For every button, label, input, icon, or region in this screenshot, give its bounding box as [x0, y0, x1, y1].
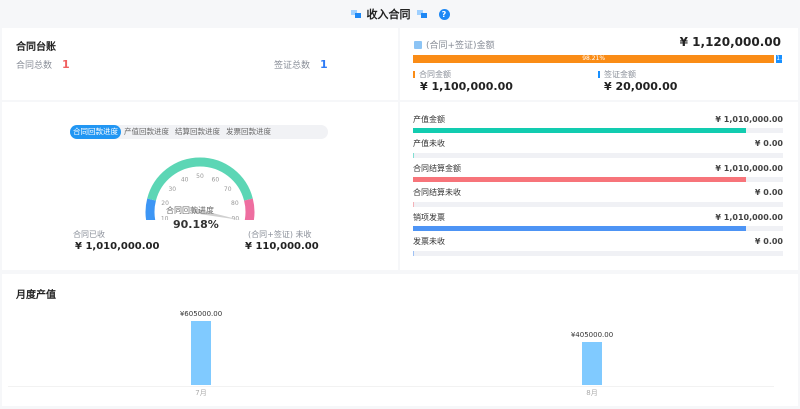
- tab-settlement-progress[interactable]: 结算回款进度: [175, 127, 220, 136]
- unreceived-value: ¥ 110,000.00: [245, 241, 319, 252]
- chart-x-tick-label: 8月: [586, 389, 598, 397]
- tab-output-progress[interactable]: 产值回款进度: [124, 127, 169, 136]
- amount-bar-track: [413, 177, 783, 182]
- amount-bar-fill: [413, 226, 746, 231]
- progress-tabs: 合同回款进度 产值回款进度 结算回款进度 发票回款进度: [70, 125, 328, 139]
- gauge-value: 90.18%: [173, 218, 219, 231]
- chart-data-label: ¥405000.00: [570, 331, 614, 340]
- visa-amount-label: 签证金额: [604, 70, 636, 79]
- amount-bar-label: 发票未收: [413, 237, 445, 246]
- gauge-tick-label: 20: [161, 200, 169, 207]
- chart-axis: [8, 386, 774, 387]
- gauge-needle: [191, 207, 241, 220]
- contract-legend-marker: [413, 71, 415, 78]
- received-value: ¥ 1,010,000.00: [75, 241, 160, 252]
- amount-split-bar: 98.21% 1.: [413, 55, 782, 63]
- gauge-tick-label: 40: [181, 176, 189, 183]
- gauge-tick-label: 10: [161, 216, 169, 220]
- contract-count: 1: [62, 58, 70, 71]
- amount-bar-value: ¥ 0.00: [754, 188, 783, 197]
- amount-bar-row: 产值金额 ¥ 1,010,000.00: [413, 113, 783, 133]
- chart-data-label: ¥605000.00: [179, 310, 223, 318]
- contract-amount-value: ¥ 1,100,000.00: [420, 80, 513, 93]
- amount-bar-value: ¥ 0.00: [754, 139, 783, 148]
- visa-count-label: 签证总数: [274, 61, 311, 71]
- amount-bar-row: 产值未收 ¥ 0.00: [413, 138, 783, 158]
- gauge-tick-label: 60: [212, 176, 220, 183]
- gauge-tick-label: 50: [196, 173, 204, 180]
- visa-share-bar: 1.: [776, 55, 782, 63]
- contract-count-label: 合同总数: [16, 61, 53, 71]
- amount-bar-row: 合同结算金额 ¥ 1,010,000.00: [413, 162, 783, 182]
- amount-bar-label: 产值金额: [413, 114, 445, 124]
- amount-total: ¥ 1,120,000.00: [679, 35, 781, 49]
- amount-bar-fill: [413, 250, 415, 256]
- tab-invoice-progress[interactable]: 发票回款进度: [226, 127, 271, 136]
- amount-bar-track: [413, 152, 783, 158]
- gauge-arc-low: [145, 198, 156, 220]
- page-title: 收入合同: [366, 8, 411, 21]
- contract-share-bar: 98.21%: [413, 55, 775, 63]
- gauge-arc-mid: [147, 157, 253, 201]
- amount-label: (合同+签证)金额: [426, 41, 495, 51]
- ledger-card: 合同台账 合同总数 1 签证总数 1: [2, 28, 398, 100]
- amount-bar-value: ¥ 0.00: [754, 237, 783, 246]
- monthly-output-title: 月度产值: [16, 290, 56, 301]
- question-circle-icon[interactable]: ?: [438, 8, 450, 20]
- gauge-arc-high: [244, 198, 255, 220]
- contract-amount-label: 合同金额: [419, 70, 451, 79]
- gauge-tick-label: 30: [168, 186, 176, 193]
- amount-bar-track: [413, 226, 783, 231]
- amount-bar-track: [413, 250, 783, 256]
- amount-bar-row: 合同结算未收 ¥ 0.00: [413, 187, 783, 207]
- contract-icon: [416, 10, 427, 18]
- amount-bar-fill: [413, 128, 746, 133]
- amount-bar-label: 合同结算未收: [413, 188, 461, 197]
- visa-count: 1: [320, 58, 328, 71]
- tab-contract-progress[interactable]: 合同回款进度: [70, 125, 121, 139]
- amount-bar-fill: [413, 152, 415, 158]
- monthly-output-card: 月度产值 ¥605000.00 7月 ¥405000.00 8月: [2, 274, 798, 406]
- page-header: 收入合同 ?: [0, 0, 800, 28]
- amount-bar-label: 产值未收: [413, 139, 445, 148]
- received-label: 合同已收: [73, 230, 105, 239]
- amount-bar-value: ¥ 1,010,000.00: [715, 212, 783, 222]
- gauge-tick-label: 80: [231, 200, 239, 207]
- amount-bar-fill: [413, 201, 415, 207]
- chart-x-tick-label: 7月: [195, 389, 207, 397]
- gauge-title: 合同回款进度: [166, 206, 214, 215]
- amount-card: (合同+签证)金额 ¥ 1,120,000.00 98.21% 1. 合同金额 …: [400, 28, 798, 100]
- amount-bar-label: 合同结算金额: [413, 163, 461, 173]
- ledger-title: 合同台账: [16, 42, 56, 53]
- amount-bar-value: ¥ 1,010,000.00: [715, 114, 783, 124]
- chart-bar[interactable]: [582, 342, 602, 385]
- visa-legend-marker: [598, 71, 600, 78]
- amount-bar-label: 销项发票: [413, 212, 445, 222]
- contract-icon: [350, 10, 361, 18]
- unreceived-label: (合同+签证) 未收: [248, 230, 312, 239]
- visa-amount-value: ¥ 20,000.00: [604, 80, 678, 93]
- gauge-tick-label: 90: [232, 216, 240, 220]
- chart-bar[interactable]: [191, 321, 211, 385]
- amount-bar-fill: [413, 177, 746, 182]
- gauge-tick-label: 70: [224, 186, 232, 193]
- amount-bar-track: [413, 128, 783, 133]
- progress-gauge: 0102030405060708090100: [145, 157, 255, 220]
- amount-bar-row: 发票未收 ¥ 0.00: [413, 236, 783, 256]
- amount-icon: [414, 40, 422, 49]
- amount-bar-row: 销项发票 ¥ 1,010,000.00: [413, 211, 783, 231]
- amount-bar-track: [413, 201, 783, 207]
- amount-bar-value: ¥ 1,010,000.00: [715, 163, 783, 173]
